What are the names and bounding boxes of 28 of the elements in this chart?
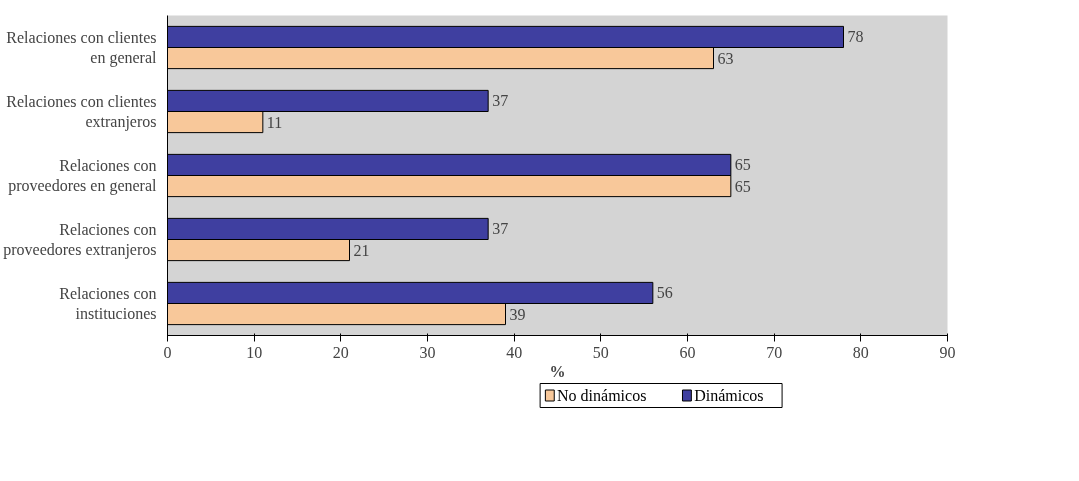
- data-label: 37: [492, 92, 509, 110]
- data-label: 11: [266, 113, 283, 131]
- y-tick-label: Relaciones con clientes en general: [6, 28, 158, 68]
- data-label: 56: [656, 284, 673, 302]
- x-tick-label: 0: [163, 343, 172, 361]
- y-tick-label: Relaciones con proveedores en general: [8, 156, 158, 196]
- x-tick-label: 80: [852, 343, 869, 361]
- x-tick-label: 20: [332, 343, 349, 361]
- data-label: 21: [353, 241, 370, 259]
- y-tick-label: Relaciones con clientes extranjeros: [6, 92, 157, 132]
- data-label: 63: [717, 49, 734, 67]
- y-tick-label: Relaciones con proveedores extranjeros: [3, 220, 157, 260]
- x-tick-label: 10: [246, 343, 263, 361]
- x-tick-label: 30: [419, 343, 436, 361]
- data-label: 65: [734, 156, 751, 174]
- x-tick-label: 70: [766, 343, 783, 361]
- x-axis-title: %: [549, 362, 566, 380]
- x-tick-label: 60: [679, 343, 696, 361]
- data-label: 37: [492, 220, 509, 238]
- legend-label: No dinámicos: [557, 387, 647, 404]
- x-tick-label: 50: [592, 343, 609, 361]
- data-label: 65: [734, 177, 751, 195]
- y-tick-label: Relaciones con instituciones: [59, 284, 157, 323]
- data-label: 78: [847, 28, 864, 46]
- x-tick-label: 90: [939, 343, 956, 361]
- x-tick-label: 40: [506, 343, 523, 361]
- legend-label: Dinámicos: [694, 387, 764, 404]
- data-label: 39: [509, 305, 526, 323]
